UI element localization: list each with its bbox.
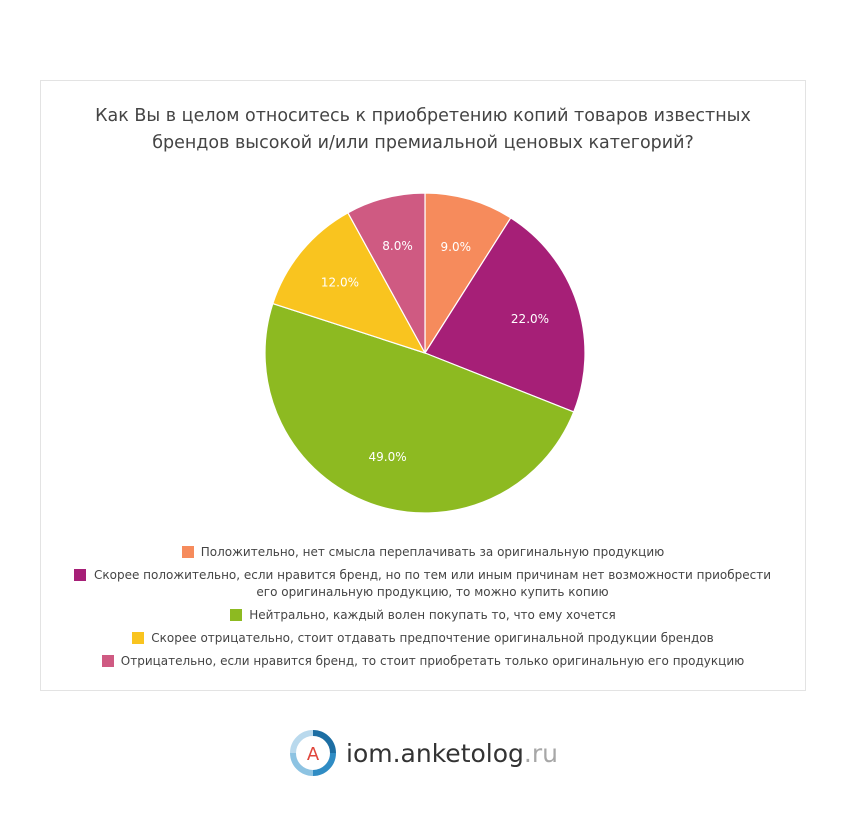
legend-item-2[interactable]: Скорее положительно, если нравится бренд… — [71, 567, 775, 601]
footer-logo[interactable]: A iom.anketolog.ru — [0, 728, 848, 778]
chart-title: Как Вы в целом относитесь к приобретению… — [95, 106, 751, 153]
pie-slice-1[interactable] — [424, 192, 512, 356]
pie-chart: 9.0% 22.0% 49.0% 12.0% 8.0% — [264, 192, 586, 514]
legend-swatch-3 — [230, 609, 243, 621]
anketolog-logo-icon: A — [290, 730, 337, 776]
legend-swatch-4 — [132, 632, 145, 644]
legend-label-2: Скорее положительно, если нравится бренд… — [94, 568, 771, 599]
legend-item-5[interactable]: Отрицательно, если нравится бренд, то ст… — [71, 653, 775, 670]
legend-item-1[interactable]: Положительно, нет смысла переплачивать з… — [71, 544, 775, 561]
slice-label-4: 12.0% — [321, 276, 359, 290]
slice-label-5: 8.0% — [382, 239, 413, 253]
slice-label-2: 22.0% — [511, 312, 549, 326]
legend-swatch-1 — [181, 546, 194, 558]
legend-item-4[interactable]: Скорее отрицательно, стоит отдавать пред… — [71, 630, 775, 647]
pie-slice-2[interactable] — [424, 217, 586, 413]
legend-label-1: Положительно, нет смысла переплачивать з… — [200, 545, 665, 559]
legend-item-3[interactable]: Нейтрально, каждый волен покупать то, чт… — [71, 607, 775, 624]
pie-slice-5[interactable] — [347, 192, 426, 354]
brand-tld: .ru — [523, 738, 558, 768]
pie-slice-4[interactable] — [272, 211, 427, 355]
chart-legend: Положительно, нет смысла переплачивать з… — [71, 544, 775, 676]
brand-name: iom.anketolog.ru — [346, 739, 558, 768]
svg-text:A: A — [307, 744, 320, 765]
legend-swatch-2 — [73, 569, 86, 581]
legend-label-3: Нейтрально, каждый волен покупать то, чт… — [249, 608, 616, 622]
pie-slice-3[interactable] — [264, 302, 575, 514]
legend-label-4: Скорее отрицательно, стоит отдавать пред… — [151, 631, 714, 645]
legend-label-5: Отрицательно, если нравится бренд, то ст… — [120, 654, 745, 668]
chart-card: Как Вы в целом относитесь к приобретению… — [40, 80, 806, 691]
slice-label-3: 49.0% — [369, 450, 407, 464]
slice-label-1: 9.0% — [441, 240, 472, 254]
legend-swatch-5 — [101, 655, 114, 667]
brand-domain: iom.anketolog — [346, 738, 524, 768]
